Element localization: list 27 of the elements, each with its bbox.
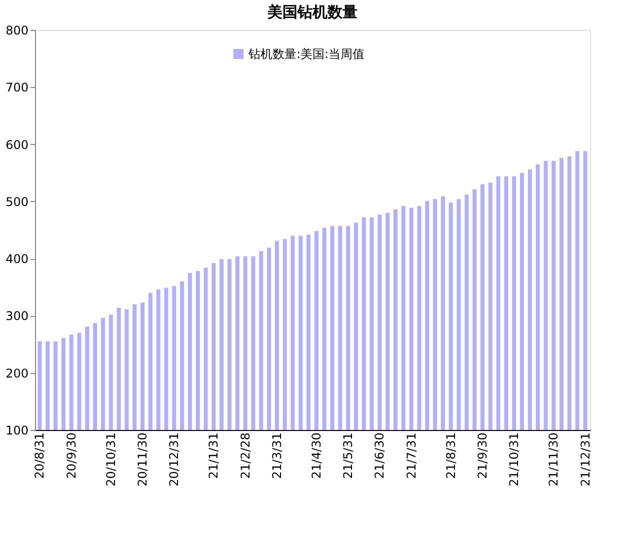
x-tick-label: 20/12/31 bbox=[167, 432, 182, 486]
x-tick-label: 20/8/31 bbox=[32, 432, 47, 479]
x-tick-label: 20/10/31 bbox=[104, 432, 118, 486]
x-tick-label: 20/11/30 bbox=[136, 432, 150, 486]
y-tick-label: 200 bbox=[6, 366, 28, 380]
x-tick-label: 21/11/30 bbox=[546, 432, 561, 486]
x-tick-label: 21/7/31 bbox=[404, 432, 418, 479]
x-tick-label: 21/4/30 bbox=[309, 432, 324, 479]
x-tick-label: 21/8/31 bbox=[444, 432, 458, 479]
x-tick-label: 21/5/31 bbox=[341, 432, 356, 479]
x-tick-label: 21/10/31 bbox=[507, 432, 522, 486]
y-tick-label: 400 bbox=[6, 252, 28, 266]
x-tick-label: 21/1/31 bbox=[206, 432, 221, 479]
x-tick-label: 21/12/31 bbox=[578, 432, 592, 486]
x-tick-label: 21/3/31 bbox=[270, 432, 284, 479]
y-tick-label: 100 bbox=[6, 424, 28, 438]
y-tick-label: 800 bbox=[6, 24, 28, 38]
x-tick-label: 21/6/30 bbox=[372, 432, 387, 479]
chart-title: 美国钻机数量 bbox=[266, 3, 358, 21]
y-tick-label: 600 bbox=[6, 138, 28, 152]
x-tick-label: 20/9/30 bbox=[64, 432, 78, 479]
y-tick-label: 300 bbox=[6, 309, 28, 324]
x-tick-label: 21/9/30 bbox=[475, 432, 490, 479]
x-tick-label: 21/2/28 bbox=[238, 432, 252, 479]
legend-label: 钻机数量:美国:当周值 bbox=[248, 47, 365, 61]
y-tick-label: 700 bbox=[6, 80, 28, 95]
y-tick-label: 500 bbox=[6, 194, 28, 209]
